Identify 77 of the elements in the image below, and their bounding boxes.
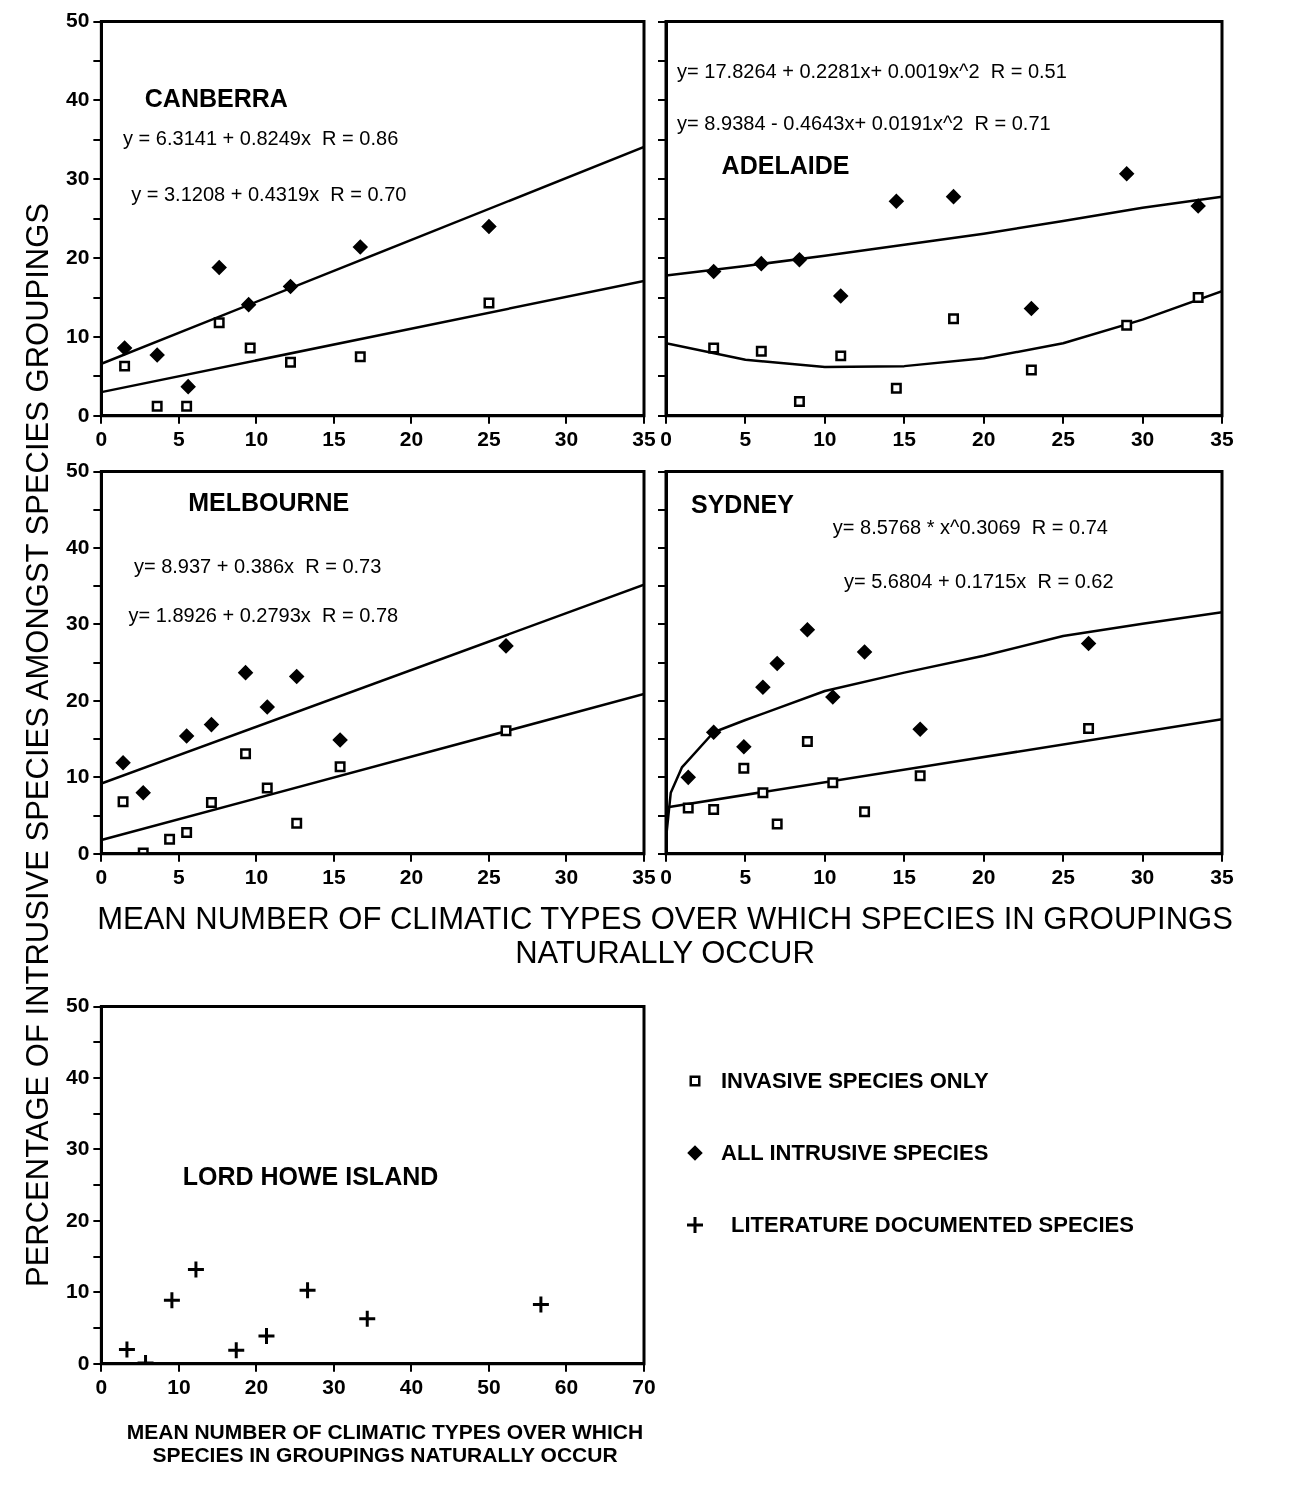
annotation: y= 5.6804 + 0.1715x R = 0.62 xyxy=(843,569,1114,592)
x-tick-label: 30 xyxy=(554,865,579,889)
x-axis-title: MEAN NUMBER OF CLIMATIC TYPES OVER WHICH SPECIES IN GROUPINGS NATURALLY OCCUR xyxy=(96,901,1234,971)
text: CANBERRA xyxy=(144,84,288,113)
legend-label: LITERATURE DOCUMENTED SPECIES xyxy=(731,1212,1134,1238)
x-tick-label: 0 xyxy=(95,1375,108,1399)
x-tick-label: 25 xyxy=(477,865,501,889)
y-tick-label: 40 xyxy=(66,1064,90,1088)
x-tick-label: 20 xyxy=(399,865,424,889)
y-tick-label: 10 xyxy=(66,323,90,347)
x-tick-label: 30 xyxy=(1130,427,1155,451)
x-tick-label: 5 xyxy=(739,427,752,451)
y-tick-label: 10 xyxy=(66,1279,90,1303)
annotation: y= 8.9384 - 0.4643x+ 0.0191x^2 R = 0.71 xyxy=(677,111,1051,134)
y-tick-label: 0 xyxy=(77,840,90,864)
y-tick-label: 40 xyxy=(66,534,90,558)
x-tick-label: 30 xyxy=(554,427,579,451)
y-tick-label: 0 xyxy=(77,402,90,426)
text: ADELAIDE xyxy=(721,151,850,180)
x-tick-label: 10 xyxy=(167,1375,191,1399)
x-tick-label: 35 xyxy=(632,865,656,889)
x-axis-title: MEAN NUMBER OF CLIMATIC TYPES OVER WHICH SPECIES IN GROUPINGS NATURALLY OCCUR xyxy=(125,1420,645,1467)
text: MELBOURNE xyxy=(188,487,350,516)
x-tick-label: 25 xyxy=(477,427,501,451)
annotation: y= 17.8264 + 0.2281x+ 0.0019x^2 R = 0.51 xyxy=(677,60,1067,83)
x-tick-label: 25 xyxy=(1051,865,1076,889)
y-tick-label: 0 xyxy=(77,1350,90,1374)
text: LORD HOWE ISLAND xyxy=(182,1161,439,1190)
x-tick-label: 0 xyxy=(95,427,108,451)
x-tick-label: 20 xyxy=(244,1375,269,1399)
x-tick-label: 5 xyxy=(739,865,752,889)
x-tick-label: 35 xyxy=(1210,865,1234,889)
x-tick-label: 0 xyxy=(660,427,672,451)
x-tick-label: 35 xyxy=(1210,427,1234,451)
y-tick-label: 20 xyxy=(66,1207,90,1231)
y-tick-label: 50 xyxy=(66,458,90,482)
annotation: y= 8.937 + 0.386x R = 0.73 xyxy=(133,554,382,577)
y-tick-label: 30 xyxy=(66,166,90,190)
x-tick-label: 15 xyxy=(892,865,917,889)
annotation: y= 1.8926 + 0.2793x R = 0.78 xyxy=(128,604,399,627)
legend-label: INVASIVE SPECIES ONLY xyxy=(721,1068,989,1094)
x-tick-label: 15 xyxy=(892,427,917,451)
y-tick-label: 30 xyxy=(66,1136,90,1160)
x-tick-label: 10 xyxy=(813,865,837,889)
x-tick-label: 0 xyxy=(660,865,672,889)
x-tick-label: 5 xyxy=(173,427,186,451)
y-tick-label: 20 xyxy=(66,244,90,268)
y-axis-title: PERCENTAGE OF INTRUSIVE SPECIES AMONGST SPECIES GROUPINGS xyxy=(19,201,56,1290)
y-tick-label: 30 xyxy=(66,611,90,635)
x-tick-label: 15 xyxy=(322,865,346,889)
x-tick-label: 70 xyxy=(632,1375,656,1399)
y-tick-label: 50 xyxy=(66,993,90,1017)
annotation: y = 3.1208 + 0.4319x R = 0.70 xyxy=(131,182,407,205)
y-tick-label: 10 xyxy=(66,764,90,788)
x-tick-label: 10 xyxy=(244,865,269,889)
y-tick-label: 50 xyxy=(66,8,90,32)
x-tick-label: 60 xyxy=(554,1375,579,1399)
annotation: y= 8.5768 * x^0.3069 R = 0.74 xyxy=(832,516,1108,539)
x-tick-label: 15 xyxy=(322,427,346,451)
x-tick-label: 30 xyxy=(1130,865,1155,889)
x-tick-label: 20 xyxy=(972,427,996,451)
annotation: y = 6.3141 + 0.8249x R = 0.86 xyxy=(123,127,399,150)
x-tick-label: 25 xyxy=(1051,427,1076,451)
legend-label: ALL INTRUSIVE SPECIES xyxy=(721,1140,989,1166)
y-tick-label: 40 xyxy=(66,87,90,111)
x-tick-label: 0 xyxy=(95,865,108,889)
text: SYDNEY xyxy=(691,489,795,518)
x-tick-label: 20 xyxy=(399,427,424,451)
x-tick-label: 5 xyxy=(173,865,186,889)
x-tick-label: 40 xyxy=(399,1375,424,1399)
x-tick-label: 30 xyxy=(322,1375,346,1399)
y-tick-label: 20 xyxy=(66,687,90,711)
x-tick-label: 35 xyxy=(632,427,656,451)
x-tick-label: 10 xyxy=(813,427,837,451)
x-tick-label: 10 xyxy=(244,427,269,451)
x-tick-label: 20 xyxy=(972,865,996,889)
x-tick-label: 50 xyxy=(477,1375,501,1399)
